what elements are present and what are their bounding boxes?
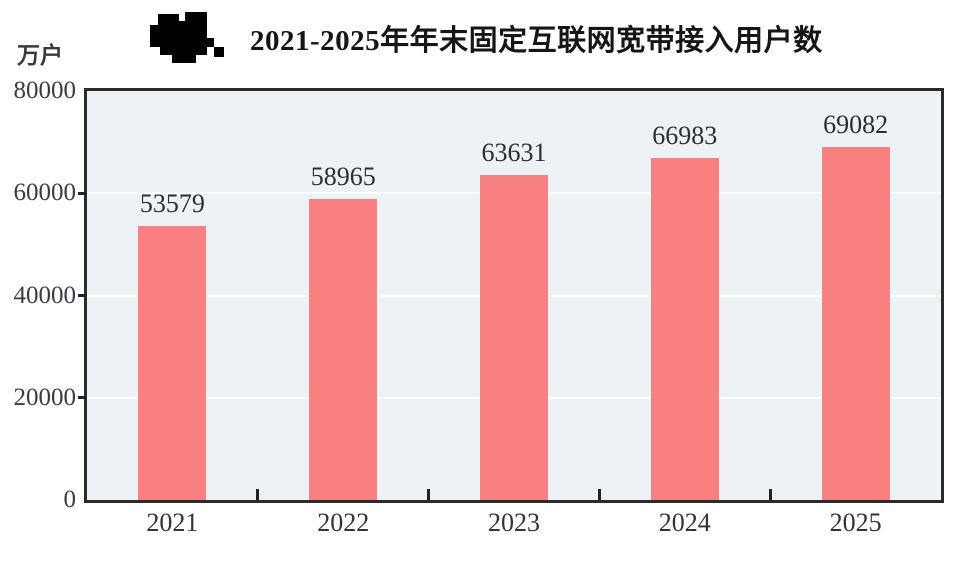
bar-2021 bbox=[138, 226, 207, 500]
bar-2022 bbox=[309, 198, 378, 500]
x-tick-mark bbox=[768, 489, 772, 500]
y-axis-unit-label: 万户 bbox=[17, 43, 63, 68]
x-tick-mark bbox=[597, 489, 601, 500]
chart-header: 2021-2025年年末固定互联网宽带接入用户数 bbox=[148, 8, 823, 68]
redaction-scribble bbox=[150, 12, 224, 63]
x-tick-label: 2024 bbox=[658, 508, 711, 537]
x-tick-mark bbox=[256, 489, 260, 500]
chart-title: 2021-2025年年末固定互联网宽带接入用户数 bbox=[250, 25, 823, 57]
bar-2023 bbox=[480, 174, 548, 500]
bar-value-label: 58965 bbox=[310, 161, 376, 191]
x-tick-label: 2025 bbox=[829, 508, 882, 537]
plot-area: 53579 58965 63631 66983 69082 bbox=[84, 88, 944, 503]
y-tick-mark bbox=[78, 191, 87, 195]
x-tick-mark bbox=[427, 489, 431, 500]
bar-2024 bbox=[650, 157, 719, 500]
bar-value-label: 63631 bbox=[481, 137, 547, 167]
x-tick-label: 2022 bbox=[317, 508, 370, 537]
y-tick-label: 60000 bbox=[13, 179, 77, 207]
bar-value-label: 69082 bbox=[823, 109, 889, 139]
y-tick-mark bbox=[78, 294, 87, 297]
x-tick-label: 2023 bbox=[488, 508, 540, 537]
bar-value-label: 66983 bbox=[652, 120, 718, 150]
bar-2025 bbox=[821, 146, 890, 500]
y-tick-mark bbox=[78, 396, 87, 400]
bar-value-label: 53579 bbox=[139, 189, 205, 219]
x-tick-label: 2021 bbox=[146, 508, 199, 537]
y-tick-label: 40000 bbox=[13, 281, 77, 309]
y-tick-label: 80000 bbox=[13, 77, 77, 104]
y-tick-label: 20000 bbox=[13, 383, 77, 411]
y-tick-label: 0 bbox=[63, 486, 77, 513]
